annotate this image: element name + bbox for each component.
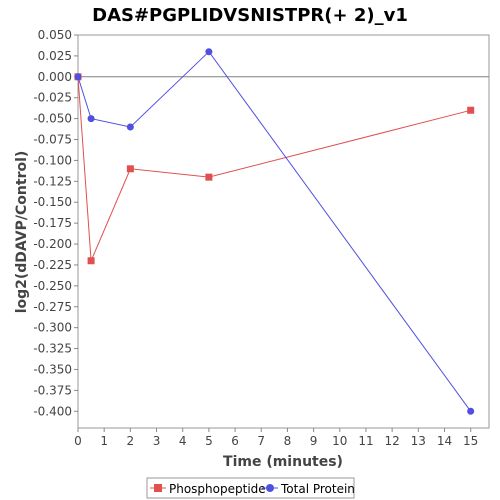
y-axis: 0.050 0.025 0.000 -0.025 -0.050 -0.075 -0.100 -… xyxy=(33,28,78,418)
y-tick-label: -0.300 xyxy=(33,321,72,335)
data-point-phosphopeptide xyxy=(467,106,475,114)
chart-title: DAS#PGPLIDVSNISTPR(+ 2)_v1 xyxy=(92,5,408,26)
y-tick-label: -0.075 xyxy=(33,133,72,147)
x-tick-label: 3 xyxy=(153,434,161,448)
y-tick-label: -0.175 xyxy=(33,216,72,230)
x-tick-label: 1 xyxy=(100,434,108,448)
x-tick-label: 13 xyxy=(411,434,426,448)
y-tick-label: -0.200 xyxy=(33,237,72,251)
y-tick-label: -0.350 xyxy=(33,362,72,376)
x-tick-label: 2 xyxy=(127,434,135,448)
y-tick-label: -0.125 xyxy=(33,174,72,188)
x-tick-label: 10 xyxy=(332,434,347,448)
data-point-total-protein xyxy=(126,123,134,131)
legend-marker-total-protein xyxy=(266,484,274,492)
data-point-total-protein xyxy=(467,407,475,415)
data-point-total-protein xyxy=(205,48,213,56)
x-tick-label: 0 xyxy=(74,434,82,448)
data-point-total-protein xyxy=(87,115,95,123)
y-tick-label: 0.050 xyxy=(38,28,72,42)
x-tick-label: 14 xyxy=(437,434,452,448)
x-axis-label: Time (minutes) xyxy=(223,454,343,470)
y-tick-label: -0.050 xyxy=(33,112,72,126)
data-point-phosphopeptide xyxy=(205,173,213,181)
x-tick-label: 15 xyxy=(463,434,478,448)
x-tick-label: 6 xyxy=(231,434,239,448)
legend: Phosphopeptide Total Protein xyxy=(146,477,355,499)
x-tick-label: 8 xyxy=(284,434,292,448)
x-tick-label: 7 xyxy=(257,434,265,448)
y-tick-label: -0.325 xyxy=(33,342,72,356)
y-tick-label: 0.000 xyxy=(38,70,72,84)
y-tick-label: -0.375 xyxy=(33,383,72,397)
data-point-total-protein xyxy=(74,73,82,81)
y-tick-label: -0.275 xyxy=(33,300,72,314)
y-tick-label: -0.150 xyxy=(33,195,72,209)
y-tick-label: -0.225 xyxy=(33,258,72,272)
x-tick-label: 5 xyxy=(205,434,213,448)
y-axis-label: log2(dDAVP/Control) xyxy=(14,151,30,314)
legend-label-phosphopeptide: Phosphopeptide xyxy=(169,482,266,496)
x-tick-label: 12 xyxy=(384,434,399,448)
y-tick-label: -0.250 xyxy=(33,279,72,293)
plot-area xyxy=(77,34,490,429)
y-tick-label: -0.400 xyxy=(33,404,72,418)
x-tick-label: 4 xyxy=(179,434,187,448)
y-tick-label: -0.100 xyxy=(33,153,72,167)
legend-label-total-protein: Total Protein xyxy=(280,482,355,496)
legend-box xyxy=(146,477,355,499)
y-tick-label: -0.025 xyxy=(33,91,72,105)
data-point-phosphopeptide xyxy=(87,257,95,265)
x-axis: 0 1 2 3 4 5 6 7 8 9 10 11 12 13 14 15 xyxy=(74,428,478,448)
legend-marker-phosphopeptide xyxy=(154,484,162,492)
data-point-phosphopeptide xyxy=(126,165,134,173)
x-tick-label: 9 xyxy=(310,434,318,448)
series-group xyxy=(74,48,475,415)
y-tick-label: 0.025 xyxy=(38,49,72,63)
x-tick-label: 11 xyxy=(358,434,373,448)
